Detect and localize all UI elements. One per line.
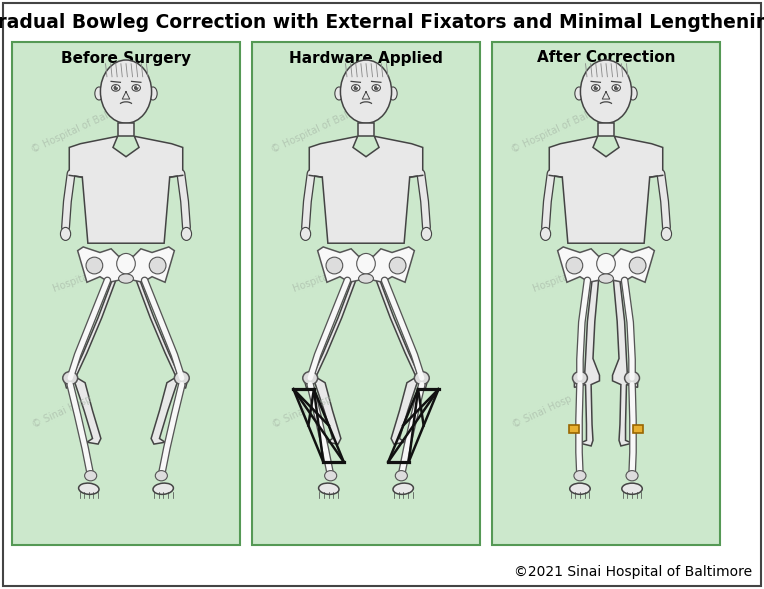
Ellipse shape <box>414 372 429 385</box>
Ellipse shape <box>570 483 591 494</box>
Ellipse shape <box>357 253 375 274</box>
Ellipse shape <box>421 227 432 240</box>
Text: © Sinai Hosp: © Sinai Hosp <box>270 394 333 430</box>
Polygon shape <box>549 136 662 243</box>
FancyBboxPatch shape <box>492 42 720 545</box>
Polygon shape <box>78 247 174 282</box>
Bar <box>633 425 643 433</box>
Bar <box>569 425 579 433</box>
Text: © Hospital of Balt: © Hospital of Balt <box>30 109 114 155</box>
FancyBboxPatch shape <box>358 123 374 136</box>
Ellipse shape <box>617 85 619 87</box>
Ellipse shape <box>116 85 118 87</box>
Ellipse shape <box>630 257 646 274</box>
Text: © Sinai Hosp: © Sinai Hosp <box>510 394 573 430</box>
Ellipse shape <box>598 274 613 283</box>
Ellipse shape <box>174 372 189 385</box>
Text: © Hospital of Balt: © Hospital of Balt <box>270 109 354 155</box>
Ellipse shape <box>181 227 192 240</box>
Ellipse shape <box>100 60 151 123</box>
Ellipse shape <box>341 60 392 123</box>
Ellipse shape <box>153 483 173 494</box>
Ellipse shape <box>86 257 102 274</box>
Ellipse shape <box>374 85 378 90</box>
Ellipse shape <box>149 257 166 274</box>
Ellipse shape <box>303 372 318 385</box>
Ellipse shape <box>79 483 99 494</box>
Polygon shape <box>309 136 422 243</box>
Ellipse shape <box>134 85 138 90</box>
Text: Hardware Applied: Hardware Applied <box>289 51 443 65</box>
Ellipse shape <box>137 85 138 87</box>
Ellipse shape <box>540 227 551 240</box>
Polygon shape <box>70 136 183 243</box>
Ellipse shape <box>389 87 397 100</box>
FancyBboxPatch shape <box>3 3 761 586</box>
Ellipse shape <box>596 85 598 87</box>
Ellipse shape <box>300 227 311 240</box>
Ellipse shape <box>326 257 343 274</box>
Ellipse shape <box>354 85 358 90</box>
Ellipse shape <box>95 87 103 100</box>
Ellipse shape <box>325 471 337 481</box>
Ellipse shape <box>591 85 600 91</box>
Ellipse shape <box>356 85 358 87</box>
Ellipse shape <box>597 253 615 274</box>
Ellipse shape <box>113 85 118 90</box>
Ellipse shape <box>612 85 620 91</box>
Polygon shape <box>136 280 187 444</box>
Polygon shape <box>376 280 427 444</box>
Ellipse shape <box>155 471 167 481</box>
Text: Before Surgery: Before Surgery <box>61 51 191 65</box>
Ellipse shape <box>566 257 583 274</box>
Ellipse shape <box>319 483 339 494</box>
FancyBboxPatch shape <box>252 42 480 545</box>
Ellipse shape <box>629 87 637 100</box>
Ellipse shape <box>85 471 97 481</box>
Polygon shape <box>613 280 638 446</box>
FancyBboxPatch shape <box>118 123 134 136</box>
Ellipse shape <box>117 253 135 274</box>
Ellipse shape <box>614 85 619 90</box>
Ellipse shape <box>572 372 588 385</box>
Ellipse shape <box>372 85 380 91</box>
FancyBboxPatch shape <box>597 123 614 136</box>
Polygon shape <box>575 280 600 446</box>
Polygon shape <box>65 280 116 444</box>
Ellipse shape <box>626 471 638 481</box>
Ellipse shape <box>132 85 141 91</box>
Text: After Correction: After Correction <box>537 51 675 65</box>
Text: Hospital of Baltimore: Hospital of Baltimore <box>292 250 392 294</box>
Text: Gradual Bowleg Correction with External Fixators and Minimal Lengthening: Gradual Bowleg Correction with External … <box>0 12 764 31</box>
Text: Hospital of Baltimore: Hospital of Baltimore <box>52 250 152 294</box>
Ellipse shape <box>351 85 360 91</box>
Polygon shape <box>305 280 356 444</box>
Ellipse shape <box>63 372 78 385</box>
Ellipse shape <box>395 471 407 481</box>
Ellipse shape <box>622 483 643 494</box>
Ellipse shape <box>594 85 598 90</box>
Polygon shape <box>558 247 654 282</box>
Ellipse shape <box>393 483 413 494</box>
Ellipse shape <box>575 87 583 100</box>
Ellipse shape <box>358 274 374 283</box>
Ellipse shape <box>149 87 157 100</box>
Ellipse shape <box>60 227 70 240</box>
Ellipse shape <box>112 85 120 91</box>
Polygon shape <box>318 247 414 282</box>
Text: ©2021 Sinai Hospital of Baltimore: ©2021 Sinai Hospital of Baltimore <box>514 565 752 579</box>
Ellipse shape <box>389 257 406 274</box>
Ellipse shape <box>377 85 378 87</box>
Text: © Hospital of Balt: © Hospital of Balt <box>510 109 594 155</box>
Text: © Sinai Hosp: © Sinai Hosp <box>31 394 93 430</box>
Ellipse shape <box>581 60 632 123</box>
Ellipse shape <box>335 87 343 100</box>
Ellipse shape <box>662 227 672 240</box>
FancyBboxPatch shape <box>12 42 240 545</box>
Ellipse shape <box>118 274 134 283</box>
Ellipse shape <box>574 471 586 481</box>
Text: Hospital of Baltimore: Hospital of Baltimore <box>532 250 632 294</box>
Ellipse shape <box>625 372 639 385</box>
